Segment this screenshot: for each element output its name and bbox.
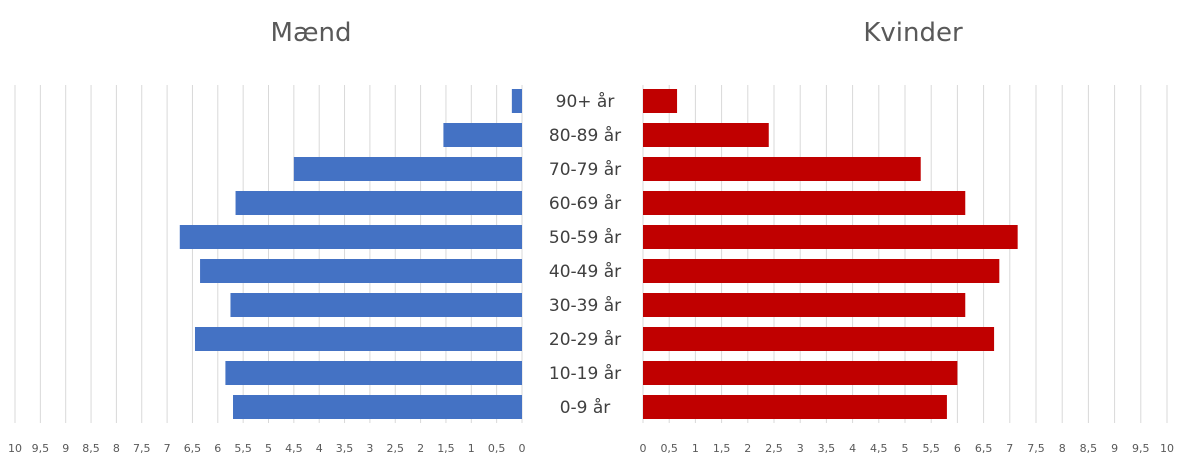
male-tick-label: 10 <box>8 442 22 455</box>
male-tick-label: 8 <box>113 442 120 455</box>
male-tick-label: 2,5 <box>387 442 405 455</box>
age-group-label: 70-79 år <box>549 159 621 180</box>
male-tick-label: 0 <box>519 442 526 455</box>
male-bar <box>194 327 523 351</box>
female-chart-title: Kvinder <box>863 18 963 48</box>
female-bar <box>643 327 995 351</box>
female-tick-label: 6,5 <box>975 442 993 455</box>
age-group-label: 50-59 år <box>549 227 621 248</box>
age-group-label: 60-69 år <box>549 193 621 214</box>
female-bar <box>643 157 921 181</box>
male-tick-label: 7,5 <box>133 442 151 455</box>
female-bar <box>643 191 966 215</box>
female-tick-label: 0,5 <box>660 442 678 455</box>
female-tick-label: 10 <box>1160 442 1174 455</box>
age-group-label: 10-19 år <box>549 363 621 384</box>
male-gridlines <box>14 85 523 423</box>
female-bar <box>643 123 769 147</box>
male-tick-label: 0,5 <box>488 442 506 455</box>
female-tick-label: 1,5 <box>713 442 731 455</box>
female-bar <box>643 89 678 113</box>
female-tick-label: 2,5 <box>765 442 783 455</box>
age-group-label: 20-29 år <box>549 329 621 350</box>
female-bar <box>643 361 958 385</box>
male-bar <box>225 361 522 385</box>
female-tick-label: 6 <box>954 442 961 455</box>
age-group-label: 90+ år <box>556 91 615 112</box>
male-tick-label: 5 <box>265 442 272 455</box>
male-tick-label: 1,5 <box>437 442 455 455</box>
male-axis-ticks: 0 0,5 1 1,5 2 2,5 3 3,5 4 4,5 5 5,5 6 6,5 7 7,5 8 8,5 9 9,5… <box>8 442 526 455</box>
age-group-labels: 90+ år 80-89 år 70-79 år 60-69 år 50-59 år 40… <box>549 91 621 418</box>
female-bar <box>643 293 966 317</box>
male-chart-title: Mænd <box>271 18 352 48</box>
female-tick-label: 9,5 <box>1132 442 1150 455</box>
female-tick-label: 4 <box>849 442 856 455</box>
age-group-label: 0-9 år <box>560 397 611 418</box>
female-bar <box>643 225 1018 249</box>
male-bar <box>511 89 522 113</box>
male-bars <box>179 89 523 419</box>
male-bar <box>233 395 522 419</box>
female-tick-label: 9 <box>1111 442 1118 455</box>
male-tick-label: 2 <box>417 442 424 455</box>
female-bar <box>643 395 947 419</box>
male-tick-label: 4 <box>316 442 323 455</box>
male-tick-label: 6,5 <box>184 442 202 455</box>
female-axis-ticks: 0 0,5 1 1,5 2 2,5 3 3,5 4 4,5 5 5,5 6 6,5 7 7,5 8 8,5 9 9,5… <box>640 442 1175 455</box>
female-tick-label: 5 <box>902 442 909 455</box>
female-bars <box>643 89 1018 419</box>
male-bar <box>179 225 522 249</box>
female-tick-label: 8 <box>1059 442 1066 455</box>
male-tick-label: 1 <box>468 442 475 455</box>
male-tick-label: 8,5 <box>82 442 100 455</box>
age-group-label: 30-39 år <box>549 295 621 316</box>
female-tick-label: 8,5 <box>1080 442 1098 455</box>
male-bar <box>443 123 522 147</box>
female-tick-label: 7,5 <box>1027 442 1045 455</box>
male-bar <box>200 259 522 283</box>
male-bar <box>235 191 523 215</box>
male-tick-label: 6 <box>214 442 221 455</box>
female-bar <box>643 259 1000 283</box>
female-tick-label: 5,5 <box>922 442 940 455</box>
male-bar <box>230 293 522 317</box>
male-tick-label: 4,5 <box>285 442 303 455</box>
female-tick-label: 4,5 <box>870 442 888 455</box>
male-tick-label: 5,5 <box>234 442 252 455</box>
female-tick-label: 3 <box>797 442 804 455</box>
age-group-label: 40-49 år <box>549 261 621 282</box>
age-group-label: 80-89 år <box>549 125 621 146</box>
female-tick-label: 2 <box>744 442 751 455</box>
female-tick-label: 1 <box>692 442 699 455</box>
female-tick-label: 3,5 <box>818 442 836 455</box>
male-tick-label: 7 <box>164 442 171 455</box>
male-tick-label: 9,5 <box>32 442 50 455</box>
male-tick-label: 3,5 <box>336 442 354 455</box>
female-tick-label: 0 <box>640 442 647 455</box>
male-tick-label: 9 <box>62 442 69 455</box>
female-tick-label: 7 <box>1006 442 1013 455</box>
male-bar <box>293 157 522 181</box>
male-tick-label: 3 <box>366 442 373 455</box>
